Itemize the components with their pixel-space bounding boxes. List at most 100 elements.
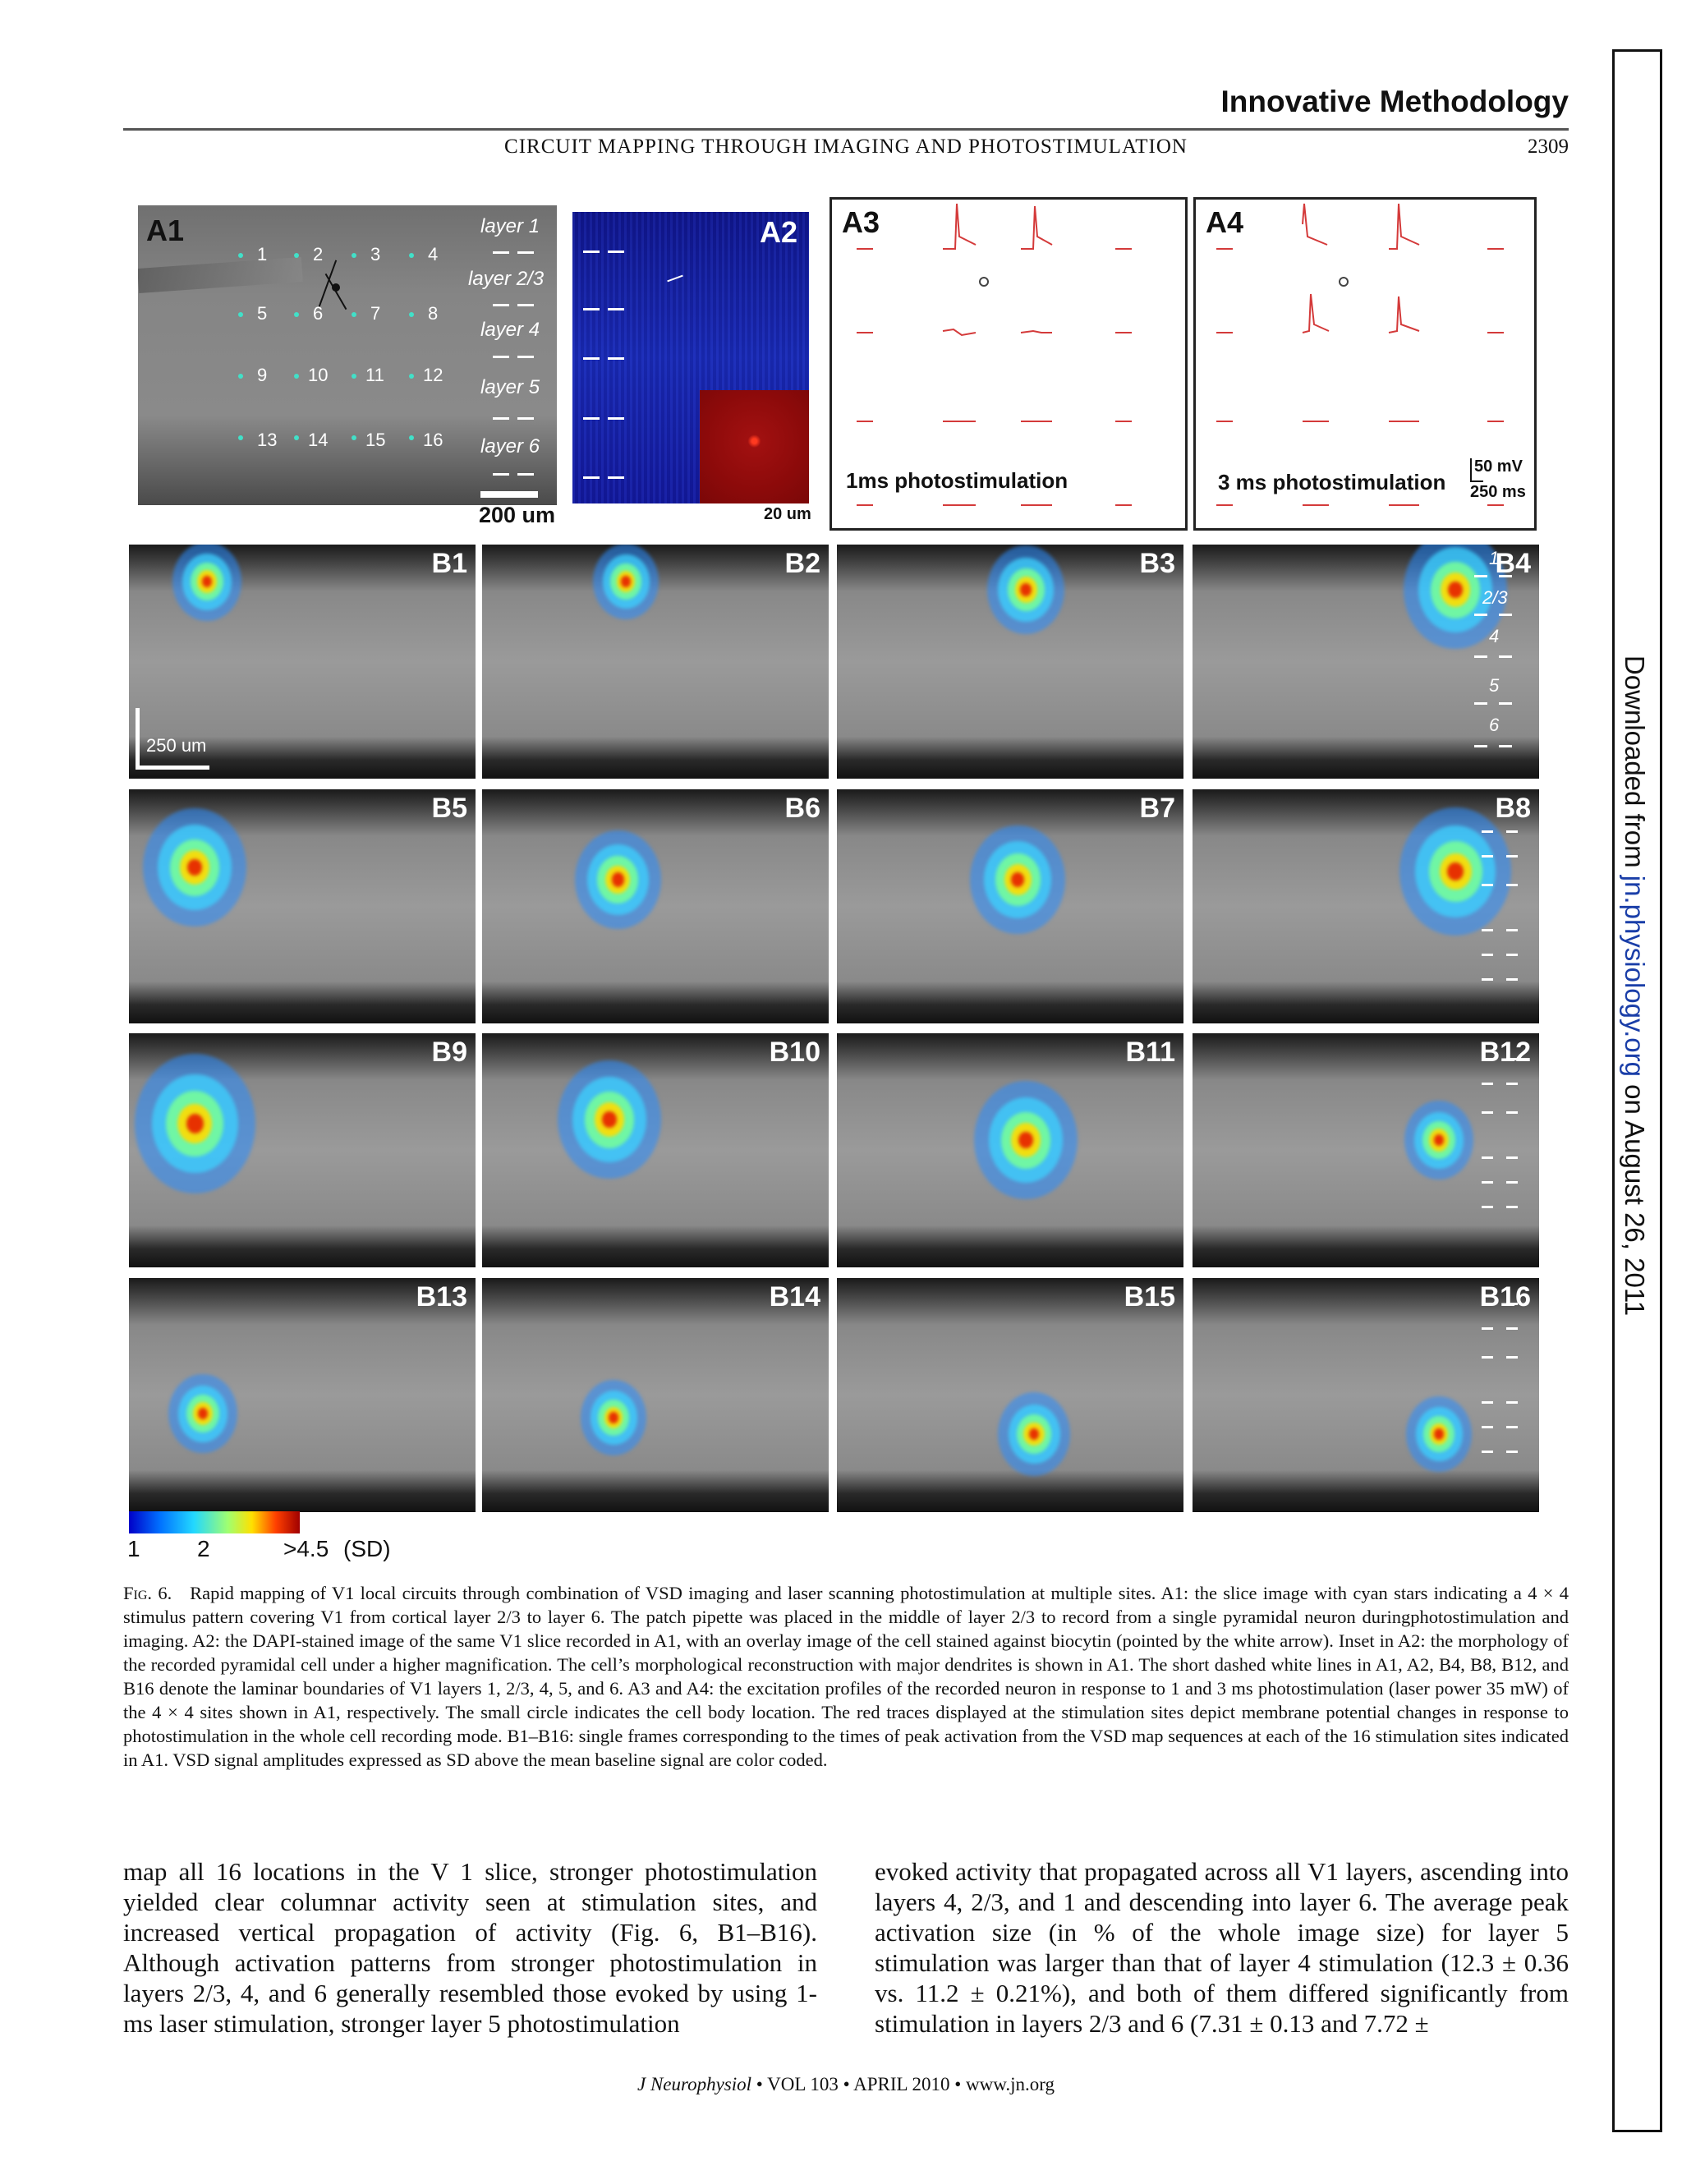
a4-traces	[1216, 203, 1504, 506]
vsd-panel: B8	[1193, 789, 1539, 1023]
figure-caption: Fig. 6. Rapid mapping of V1 local circui…	[123, 1581, 1569, 1772]
vsd-map-grid: B1 B2 B3 B4 B5 B6 B7 B8 B9 B10 B11 B12 B13 B14 B15 B16	[129, 545, 1540, 1512]
site-label: 4	[428, 244, 439, 264]
vsd-panel: B10	[482, 1033, 829, 1267]
vsd-panel: B3	[837, 545, 1183, 779]
colorbar-max: >4.5	[283, 1536, 329, 1561]
header-rule	[123, 128, 1569, 131]
vsd-panel: B13	[129, 1278, 476, 1512]
layer-label: 1	[1489, 548, 1500, 568]
vsd-panel-label: B8	[1495, 793, 1531, 824]
vsd-panel: B12	[1193, 1033, 1539, 1267]
vsd-panel-label: B9	[431, 1037, 467, 1068]
footer-info: • VOL 103 • APRIL 2010 • www.jn.org	[751, 2074, 1055, 2094]
vsd-panel-label: B4	[1495, 548, 1531, 579]
vsd-panel-label: B6	[784, 793, 820, 824]
site-label: 13	[257, 430, 278, 450]
download-sidebar	[1612, 49, 1662, 2132]
site-label: 7	[370, 303, 381, 324]
download-notice: Downloaded from jn.physiology.org on Aug…	[1619, 655, 1650, 1316]
layer-label: layer 6	[480, 435, 540, 457]
panel-a3	[830, 197, 1188, 531]
site-label: 9	[257, 365, 268, 385]
site-label: 11	[365, 365, 384, 385]
a4-scale-time: 250 ms	[1470, 483, 1526, 501]
vsd-panel: B2	[482, 545, 829, 779]
vsd-panel: B7	[837, 789, 1183, 1023]
vsd-panel-label: B13	[416, 1281, 467, 1313]
body-column-left: map all 16 locations in the V 1 slice, s…	[123, 1857, 817, 2038]
panel-a1-label: A1	[146, 214, 185, 247]
vsd-panel-label: B5	[431, 793, 467, 824]
b1-scale-bar-vertical	[136, 708, 140, 770]
site-label: 15	[365, 430, 386, 450]
vsd-panel-label: B2	[784, 548, 820, 579]
page-number: 2309	[1528, 136, 1569, 158]
page-footer: J Neurophysiol • VOL 103 • APRIL 2010 • …	[123, 2074, 1569, 2095]
journal-link[interactable]: jn.physiology.org	[1620, 875, 1650, 1077]
vsd-panel-label: B11	[1125, 1037, 1176, 1068]
vsd-panel-label: B3	[1139, 548, 1175, 579]
running-title: CIRCUIT MAPPING THROUGH IMAGING AND PHOT…	[504, 136, 1188, 158]
vsd-panel: B5	[129, 789, 476, 1023]
vsd-panel-label: B10	[769, 1037, 820, 1068]
vsd-panel: B16	[1193, 1278, 1539, 1512]
vsd-panel-label: B12	[1479, 1037, 1531, 1068]
colorbar-mid: 2	[197, 1536, 210, 1561]
site-label: 16	[423, 430, 443, 450]
a2-scale-label: 20 um	[764, 505, 811, 523]
site-label: 5	[257, 303, 268, 324]
site-label: 12	[423, 365, 443, 385]
figure-number: Fig. 6.	[123, 1583, 172, 1603]
a4-note: 3 ms photostimulation	[1218, 470, 1446, 494]
a2-inset	[700, 390, 809, 503]
layer-label: layer 4	[480, 319, 540, 341]
a1-site-grid: 1 2 3 4 5 6 7 8 9 10 11 12 13 14 15 16	[234, 242, 456, 456]
site-label: 2	[313, 244, 324, 264]
b1-scale-bar-horizontal	[136, 766, 209, 770]
vsd-panel-label: B1	[431, 548, 467, 579]
caption-text: Rapid mapping of V1 local circuits throu…	[123, 1583, 1569, 1770]
layer-label: 4	[1489, 626, 1500, 646]
vsd-panel-label: B14	[769, 1281, 820, 1313]
layer-label: layer 2/3	[468, 268, 545, 290]
a3-traces	[857, 203, 1132, 506]
vsd-panel-label: B16	[1479, 1281, 1531, 1313]
layer-label: 6	[1489, 715, 1500, 735]
layer-label: layer 5	[480, 376, 540, 398]
panel-a4-label: A4	[1206, 205, 1244, 239]
vsd-panel-label: B15	[1124, 1281, 1175, 1313]
layer-label: 2/3	[1482, 587, 1508, 608]
layer-label: layer 1	[480, 215, 540, 237]
site-label: 6	[313, 303, 324, 324]
colorbar-min: 1	[127, 1536, 140, 1561]
vsd-panel: B4	[1193, 545, 1539, 779]
colorbar-unit: (SD)	[343, 1536, 391, 1561]
vsd-panel: B11	[837, 1033, 1183, 1267]
colorbar	[129, 1511, 300, 1533]
download-prefix: Downloaded from	[1620, 655, 1650, 876]
panel-a4	[1193, 197, 1537, 531]
a1-layer-labels: layer 1 layer 2/3 layer 4 layer 5 layer …	[460, 212, 558, 491]
a2-layer-dashes	[579, 246, 645, 493]
a1-scale-bar	[480, 491, 538, 498]
scale-bar	[1470, 458, 1483, 482]
panel-a1	[138, 205, 557, 505]
panel-a2-label: A2	[760, 215, 798, 249]
vsd-panel-label: B7	[1139, 793, 1175, 824]
cell-body-marker	[979, 277, 989, 287]
b1-scale-label: 250 um	[146, 735, 207, 756]
layer-label: 5	[1489, 675, 1500, 696]
site-label: 10	[308, 365, 329, 385]
vsd-panel: B14	[482, 1278, 829, 1512]
a1-scale-label: 200 um	[479, 503, 556, 527]
vsd-panel: B9	[129, 1033, 476, 1267]
journal-section-title: Innovative Methodology	[1220, 85, 1569, 118]
vsd-panel: B1	[129, 545, 476, 779]
site-label: 8	[428, 303, 439, 324]
cell-body-marker	[1339, 277, 1349, 287]
vsd-panel: B6	[482, 789, 829, 1023]
panel-a3-label: A3	[842, 205, 880, 239]
footer-journal: J Neurophysiol	[636, 2074, 752, 2094]
body-column-right: evoked activity that propagated across a…	[875, 1857, 1569, 2038]
